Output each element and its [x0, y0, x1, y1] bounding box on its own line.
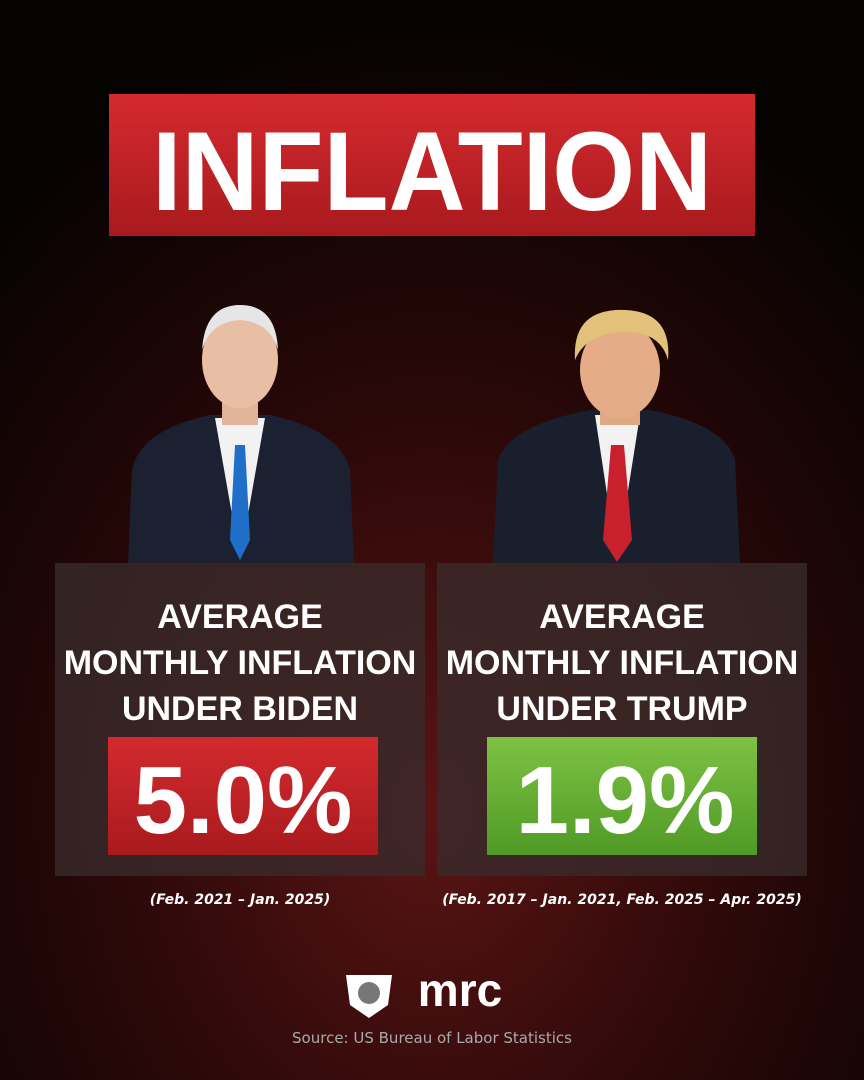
panel-heading: UNDER TRUMP — [496, 690, 747, 728]
panel-heading: AVERAGE — [157, 598, 323, 636]
source: Source: US Bureau of Labor Statistics — [292, 1029, 572, 1047]
panel-heading: MONTHLY INFLATION — [64, 644, 417, 682]
panel-value: 5.0% — [134, 747, 353, 854]
panel-heading: UNDER BIDEN — [122, 690, 358, 728]
title: INFLATION — [152, 109, 712, 234]
logo-text: mrc — [418, 964, 502, 1016]
panel-period: (Feb. 2017 – Jan. 2021, Feb. 2025 – Apr.… — [442, 892, 802, 908]
value-box-left — [108, 737, 378, 855]
panel-heading: AVERAGE — [539, 598, 705, 636]
panel-period: (Feb. 2021 – Jan. 2025) — [150, 892, 330, 908]
title-banner — [109, 94, 755, 236]
panel-value: 1.9% — [516, 747, 735, 854]
panel-texts: AVERAGE MONTHLY INFLATION UNDER BIDEN 5.0% (… — [64, 598, 802, 908]
portrait-left — [128, 305, 354, 563]
logo — [346, 975, 392, 1018]
value-box-right — [487, 737, 757, 855]
portrait-right — [493, 309, 740, 563]
panel-heading: MONTHLY INFLATION — [446, 644, 799, 682]
